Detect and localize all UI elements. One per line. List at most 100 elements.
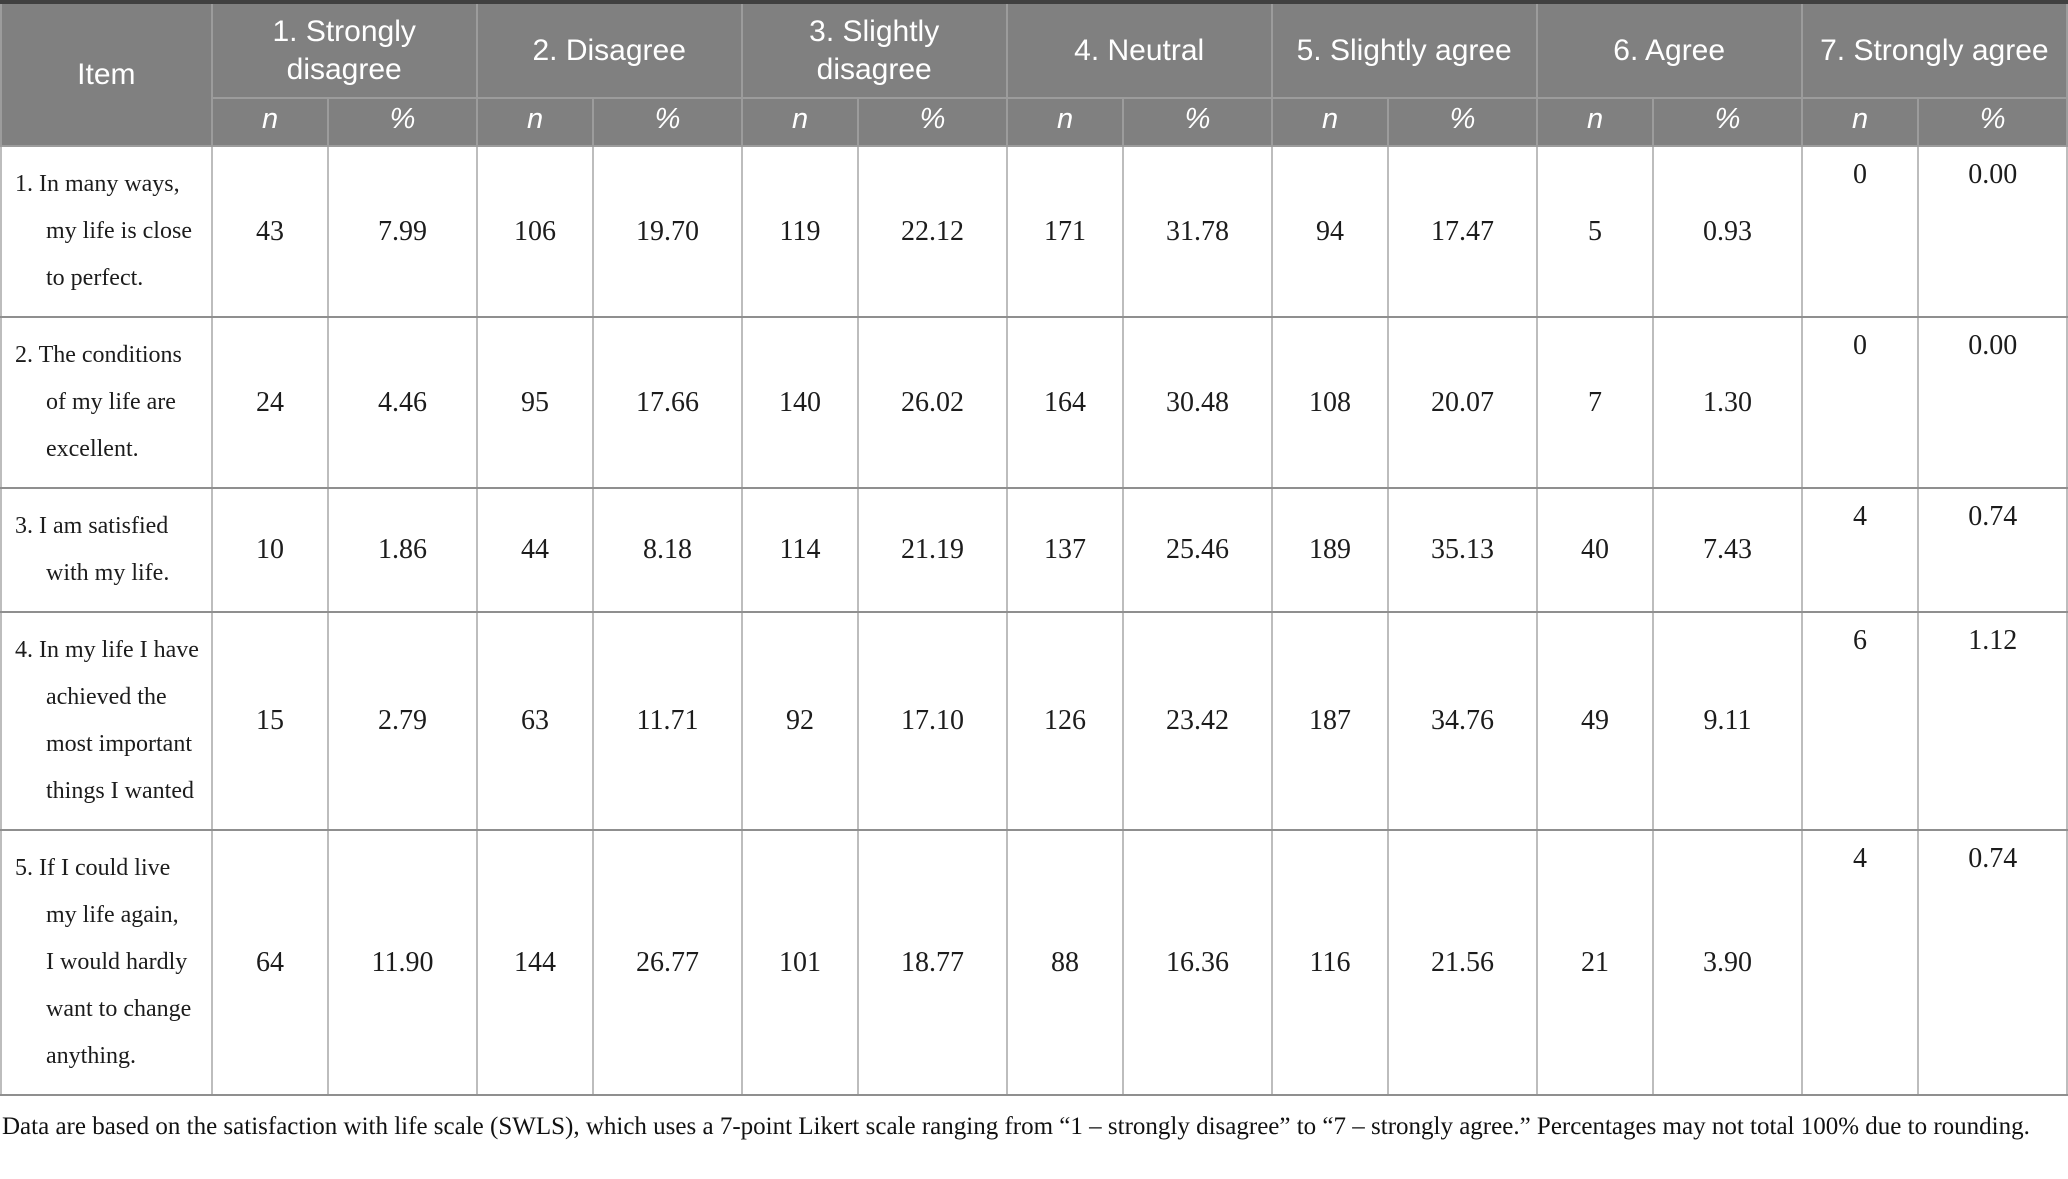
value-cell: 17.10	[857, 611, 1008, 831]
column-header-neutral: 4. Neutral	[1005, 1, 1273, 99]
value-cell: 5	[1535, 145, 1655, 318]
value-cell: 4	[1800, 829, 1920, 1096]
value-cell: 0.74	[1917, 487, 2068, 613]
subheader-row: n % n % n % n % n % n % n %	[1, 97, 2068, 147]
subheader-n: n	[1535, 97, 1655, 147]
value-cell: 106	[475, 145, 595, 318]
value-cell: 21	[1535, 829, 1655, 1096]
value-cell: 1.12	[1917, 611, 2068, 831]
value-cell: 22.12	[857, 145, 1008, 318]
value-cell: 7.99	[327, 145, 478, 318]
subheader-n: n	[740, 97, 860, 147]
subheader-n: n	[1270, 97, 1390, 147]
item-cell: 5. If I could live my life again, I woul…	[0, 829, 213, 1096]
value-cell: 7.43	[1652, 487, 1803, 613]
value-cell: 17.47	[1387, 145, 1538, 318]
value-cell: 137	[1005, 487, 1125, 613]
column-header-item: Item	[0, 1, 213, 147]
column-header-slightly-agree: 5. Slightly agree	[1270, 1, 1538, 99]
value-cell: 92	[740, 611, 860, 831]
value-cell: 15	[210, 611, 330, 831]
value-cell: 0	[1800, 316, 1920, 489]
category-header-row: Item 1. Strongly disagree 2. Disagree 3.…	[0, 1, 2068, 147]
value-cell: 63	[475, 611, 595, 831]
subheader-pct: %	[1387, 97, 1538, 147]
value-cell: 88	[1005, 829, 1125, 1096]
value-cell: 2.79	[327, 611, 478, 831]
subheader-pct: %	[1652, 97, 1803, 147]
value-cell: 18.77	[857, 829, 1008, 1096]
value-cell: 23.42	[1122, 611, 1273, 831]
subheader-n: n	[1800, 97, 1920, 147]
value-cell: 164	[1005, 316, 1125, 489]
value-cell: 64	[210, 829, 330, 1096]
column-header-agree: 6. Agree	[1535, 1, 1803, 99]
swls-frequency-table: Item 1. Strongly disagree 2. Disagree 3.…	[0, 0, 2068, 1096]
value-cell: 1.30	[1652, 316, 1803, 489]
item-cell: 1. In many ways, my life is close to per…	[0, 145, 213, 318]
value-cell: 0.93	[1652, 145, 1803, 318]
value-cell: 26.02	[857, 316, 1008, 489]
value-cell: 25.46	[1122, 487, 1273, 613]
value-cell: 11.71	[592, 611, 743, 831]
table-row-item-3: 3. I am satisfied with my life. 10 1.86 …	[0, 487, 2068, 613]
table-row-item-5: 5. If I could live my life again, I woul…	[0, 829, 2068, 1096]
value-cell: 119	[740, 145, 860, 318]
value-cell: 30.48	[1122, 316, 1273, 489]
subheader-pct: %	[857, 97, 1008, 147]
value-cell: 4	[1800, 487, 1920, 613]
table-row-item-2: 2. The conditions of my life are excelle…	[0, 316, 2068, 489]
value-cell: 171	[1005, 145, 1125, 318]
value-cell: 0	[1800, 145, 1920, 318]
value-cell: 10	[210, 487, 330, 613]
value-cell: 44	[475, 487, 595, 613]
column-header-slightly-disagree: 3. Slightly disagree	[740, 1, 1008, 99]
subheader-pct: %	[592, 97, 743, 147]
column-header-disagree: 2. Disagree	[475, 1, 743, 99]
value-cell: 140	[740, 316, 860, 489]
value-cell: 17.66	[592, 316, 743, 489]
value-cell: 3.90	[1652, 829, 1803, 1096]
subheader-pct: %	[1917, 97, 2068, 147]
table-row-item-4: 4. In my life I have achieved the most i…	[0, 611, 2068, 831]
value-cell: 0.74	[1917, 829, 2068, 1096]
value-cell: 35.13	[1387, 487, 1538, 613]
value-cell: 49	[1535, 611, 1655, 831]
value-cell: 144	[475, 829, 595, 1096]
value-cell: 1.86	[327, 487, 478, 613]
value-cell: 189	[1270, 487, 1390, 613]
value-cell: 31.78	[1122, 145, 1273, 318]
value-cell: 9.11	[1652, 611, 1803, 831]
item-cell: 3. I am satisfied with my life.	[0, 487, 213, 613]
value-cell: 187	[1270, 611, 1390, 831]
value-cell: 26.77	[592, 829, 743, 1096]
value-cell: 114	[740, 487, 860, 613]
value-cell: 101	[740, 829, 860, 1096]
item-cell: 4. In my life I have achieved the most i…	[0, 611, 213, 831]
value-cell: 116	[1270, 829, 1390, 1096]
column-header-strongly-agree: 7. Strongly agree	[1800, 1, 2068, 99]
subheader-n: n	[210, 97, 330, 147]
table-row-item-1: 1. In many ways, my life is close to per…	[0, 145, 2068, 318]
value-cell: 24	[210, 316, 330, 489]
column-header-strongly-disagree: 1. Strongly disagree	[210, 1, 478, 99]
value-cell: 108	[1270, 316, 1390, 489]
value-cell: 19.70	[592, 145, 743, 318]
subheader-pct: %	[327, 97, 478, 147]
value-cell: 20.07	[1387, 316, 1538, 489]
value-cell: 8.18	[592, 487, 743, 613]
value-cell: 4.46	[327, 316, 478, 489]
value-cell: 0.00	[1917, 145, 2068, 318]
value-cell: 6	[1800, 611, 1920, 831]
subheader-n: n	[1005, 97, 1125, 147]
value-cell: 16.36	[1122, 829, 1273, 1096]
table-footnote: Data are based on the satisfaction with …	[2, 1113, 2030, 1140]
value-cell: 11.90	[327, 829, 478, 1096]
value-cell: 40	[1535, 487, 1655, 613]
value-cell: 34.76	[1387, 611, 1538, 831]
value-cell: 0.00	[1917, 316, 2068, 489]
value-cell: 95	[475, 316, 595, 489]
value-cell: 21.19	[857, 487, 1008, 613]
value-cell: 94	[1270, 145, 1390, 318]
subheader-n: n	[475, 97, 595, 147]
